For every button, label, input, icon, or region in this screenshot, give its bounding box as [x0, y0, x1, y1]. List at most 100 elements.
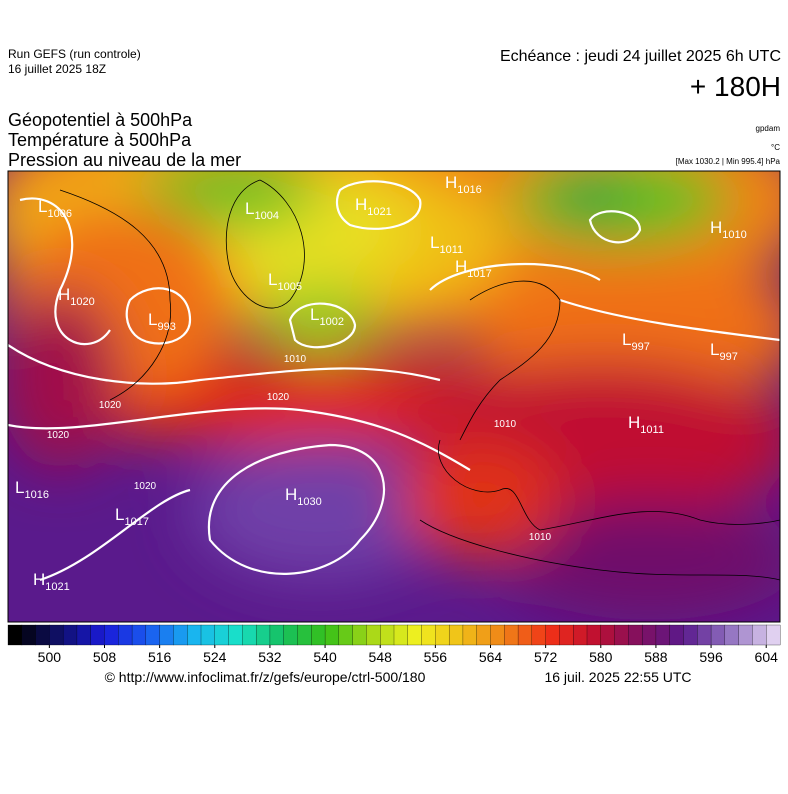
colorbar-cell: [614, 624, 629, 646]
colorbar-tick-label: 532: [258, 649, 282, 665]
colorbar-cell: [462, 624, 478, 646]
isobar-label: 1020: [47, 430, 70, 441]
pressure-center: H1010: [710, 218, 747, 241]
colorbar-tick-label: 500: [38, 649, 62, 665]
colorbar-cell: [35, 624, 50, 646]
unit: gpdam: [756, 124, 781, 133]
isobar-labels: 1020 1020 1020 1020 1010 1010 1010: [47, 354, 552, 543]
colorbar-cell: [517, 624, 533, 646]
pressure-center: L1016: [15, 478, 49, 501]
isobar-label: 1020: [134, 481, 157, 492]
center-kind: H: [710, 218, 722, 237]
colorbar-cell: [628, 624, 643, 646]
colorbar-cell: [724, 624, 740, 646]
center-kind: L: [268, 270, 277, 289]
isobar-label: 1010: [284, 354, 307, 365]
colorbar-cell: [559, 624, 574, 646]
center-kind: H: [58, 285, 70, 304]
unit: °C: [771, 143, 780, 152]
title: Géopotentiel à 500hPa: [8, 110, 193, 130]
center-kind: L: [710, 340, 719, 359]
pressure-center: H1030: [285, 485, 322, 508]
colorbar-cell: [766, 624, 781, 646]
pressure-center: L1002: [310, 305, 344, 328]
colorbar-cell: [393, 624, 409, 646]
center-kind: L: [430, 233, 439, 252]
colorbar-cell: [76, 624, 92, 646]
colorbar-cell: [269, 624, 285, 646]
colorbar-cell: [352, 624, 367, 646]
center-kind: L: [38, 197, 47, 216]
center-kind: H: [285, 485, 297, 504]
colorbar-tick-label: 572: [534, 649, 558, 665]
colorbar-cell: [407, 624, 423, 646]
isobars: [8, 180, 780, 582]
colorbar-cell: [214, 624, 230, 646]
isobar-label: 1010: [494, 419, 517, 430]
colorbar: 500 508 516 524 532 540 548 556 564 572 580 588 596 6…: [7, 624, 781, 665]
colorbar-cell: [752, 624, 767, 646]
isobar-label: 1020: [99, 400, 122, 411]
source: © http://www.infoclimat.fr/z/gefs/europe…: [105, 669, 426, 685]
colorbar-cell: [710, 624, 726, 646]
colorbar-cell: [641, 624, 657, 646]
center-pressure: 1021: [367, 206, 391, 218]
colorbar-tick-label: 604: [755, 649, 779, 665]
center-pressure: 1010: [722, 229, 746, 241]
pressure-center: L997: [622, 330, 650, 353]
colorbar-cell: [131, 624, 147, 646]
colorbar-cell: [145, 624, 161, 646]
colorbar-cell: [118, 624, 133, 646]
colorbar-cell: [187, 624, 202, 646]
isobar-label: 1020: [267, 392, 290, 403]
colorbar-tick-label: 588: [644, 649, 668, 665]
center-kind: H: [355, 195, 367, 214]
center-pressure: 1017: [124, 516, 148, 528]
colorbar-tick-label: 564: [479, 649, 503, 665]
colorbar-cell: [421, 624, 436, 646]
colorbar-cell: [697, 624, 712, 646]
center-kind: L: [310, 305, 319, 324]
center-kind: L: [115, 505, 124, 524]
center-kind: L: [245, 199, 254, 218]
pressure-center: L997: [710, 340, 738, 363]
center-pressure: 1021: [45, 581, 69, 593]
colorbar-cell: [242, 624, 257, 646]
colorbar-cell: [600, 624, 616, 646]
colorbar-cell: [62, 624, 78, 646]
center-kind: H: [455, 257, 467, 276]
colorbar-cell: [476, 624, 491, 646]
center-pressure: 997: [631, 341, 649, 353]
colorbar-cell: [683, 624, 698, 646]
pressure-center: H1011: [628, 413, 664, 436]
pressure-center: H1021: [355, 195, 392, 218]
center-pressure: 1006: [47, 208, 71, 220]
center-pressure: 993: [157, 321, 175, 333]
colorbar-cell: [21, 624, 37, 646]
generated-time: 16 juil. 2025 22:55 UTC: [544, 669, 691, 685]
run-label: Run GEFS (run controle): [8, 47, 141, 61]
pressure-center: L1006: [38, 197, 72, 220]
isobar-label: 1010: [529, 532, 552, 543]
center-pressure: 1016: [457, 184, 481, 196]
center-pressure: 1016: [24, 489, 48, 501]
pressure-center: H1020: [58, 285, 95, 308]
pressure-center: L1004: [245, 199, 279, 222]
center-kind: L: [622, 330, 631, 349]
colorbar-cell: [228, 624, 243, 646]
colorbar-cell: [531, 624, 547, 646]
center-pressure: 1011: [439, 244, 463, 256]
center-pressure: 1002: [319, 316, 343, 328]
colorbar-cell: [311, 624, 326, 646]
coastlines: [59, 179, 780, 581]
colorbar-cell: [255, 624, 271, 646]
colorbar-cell: [448, 624, 464, 646]
colorbar-cell: [338, 624, 354, 646]
center-pressure: 1030: [297, 496, 321, 508]
pressure-center: L1011: [430, 233, 463, 256]
colorbar-tick-label: 596: [699, 649, 723, 665]
run-date: 16 juillet 2025 18Z: [8, 62, 106, 76]
colorbar-cell: [573, 624, 588, 646]
colorbar-cell: [173, 624, 188, 646]
